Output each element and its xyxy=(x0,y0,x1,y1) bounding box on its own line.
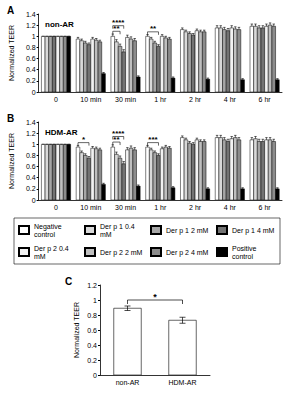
svg-text:Positive: Positive xyxy=(232,245,258,252)
svg-text:2 hr: 2 hr xyxy=(189,204,202,211)
svg-text:1.2: 1.2 xyxy=(87,282,97,289)
svg-text:**: ** xyxy=(150,24,157,33)
svg-text:10 min: 10 min xyxy=(80,204,101,211)
svg-text:mM: mM xyxy=(100,231,112,238)
svg-text:0.6: 0.6 xyxy=(87,327,97,334)
svg-text:0: 0 xyxy=(54,96,58,103)
svg-text:mM: mM xyxy=(34,253,46,260)
svg-text:1.4: 1.4 xyxy=(26,119,36,126)
svg-text:control: control xyxy=(232,253,253,260)
svg-text:1.4: 1.4 xyxy=(26,11,36,18)
svg-text:4 hr: 4 hr xyxy=(224,96,237,103)
svg-text:Der p 2 2 mM: Der p 2 2 mM xyxy=(100,249,143,257)
svg-text:Der p 2 4 mM: Der p 2 4 mM xyxy=(166,249,209,257)
svg-text:****: **** xyxy=(112,18,125,27)
svg-text:0.8: 0.8 xyxy=(87,312,97,319)
svg-text:30 min: 30 min xyxy=(115,96,136,103)
svg-text:Der p 1 0.4: Der p 1 0.4 xyxy=(100,223,137,231)
svg-text:0: 0 xyxy=(32,197,36,204)
svg-text:***: *** xyxy=(148,135,158,144)
svg-text:*: * xyxy=(82,135,86,144)
svg-text:1: 1 xyxy=(32,33,36,40)
svg-text:Negative: Negative xyxy=(34,223,64,231)
svg-text:6 hr: 6 hr xyxy=(259,204,272,211)
svg-text:Normalized TEER: Normalized TEER xyxy=(8,133,15,189)
svg-text:non-AR: non-AR xyxy=(45,20,74,29)
svg-text:1.2: 1.2 xyxy=(26,22,36,29)
svg-text:0.4: 0.4 xyxy=(87,342,97,349)
svg-text:0.8: 0.8 xyxy=(26,44,36,51)
svg-text:Der p 1 2 mM: Der p 1 2 mM xyxy=(166,227,209,235)
svg-text:6 hr: 6 hr xyxy=(259,96,272,103)
svg-text:0.6: 0.6 xyxy=(26,163,36,170)
svg-text:HDM-AR: HDM-AR xyxy=(45,128,78,137)
svg-text:0: 0 xyxy=(32,89,36,96)
svg-text:1.2: 1.2 xyxy=(26,130,36,137)
svg-text:B: B xyxy=(7,113,14,124)
svg-text:30 min: 30 min xyxy=(115,204,136,211)
svg-text:control: control xyxy=(34,231,55,238)
svg-text:0.4: 0.4 xyxy=(26,174,36,181)
svg-text:0: 0 xyxy=(93,372,97,379)
svg-text:0.2: 0.2 xyxy=(26,185,36,192)
svg-text:4 hr: 4 hr xyxy=(224,204,237,211)
svg-text:1: 1 xyxy=(93,297,97,304)
svg-text:****: **** xyxy=(112,129,125,138)
svg-text:2 hr: 2 hr xyxy=(189,96,202,103)
svg-text:10 min: 10 min xyxy=(80,96,101,103)
svg-text:Normalized TEER: Normalized TEER xyxy=(73,302,80,358)
svg-text:0.8: 0.8 xyxy=(26,152,36,159)
svg-text:1 hr: 1 hr xyxy=(154,204,167,211)
svg-text:0.2: 0.2 xyxy=(87,357,97,364)
svg-text:1: 1 xyxy=(32,141,36,148)
svg-text:Normalized TEER: Normalized TEER xyxy=(8,25,15,81)
svg-text:0: 0 xyxy=(54,204,58,211)
svg-text:C: C xyxy=(65,276,72,287)
svg-text:0.6: 0.6 xyxy=(26,55,36,62)
svg-text:*: * xyxy=(153,292,157,302)
svg-text:1 hr: 1 hr xyxy=(154,96,167,103)
svg-text:0.2: 0.2 xyxy=(26,77,36,84)
svg-text:Der p 2 0.4: Der p 2 0.4 xyxy=(34,245,71,253)
svg-text:0.4: 0.4 xyxy=(26,66,36,73)
svg-text:A: A xyxy=(7,5,14,16)
svg-text:Der p 1 4 mM: Der p 1 4 mM xyxy=(232,227,275,235)
svg-text:non-AR: non-AR xyxy=(116,379,140,386)
svg-text:HDM-AR: HDM-AR xyxy=(169,379,197,386)
